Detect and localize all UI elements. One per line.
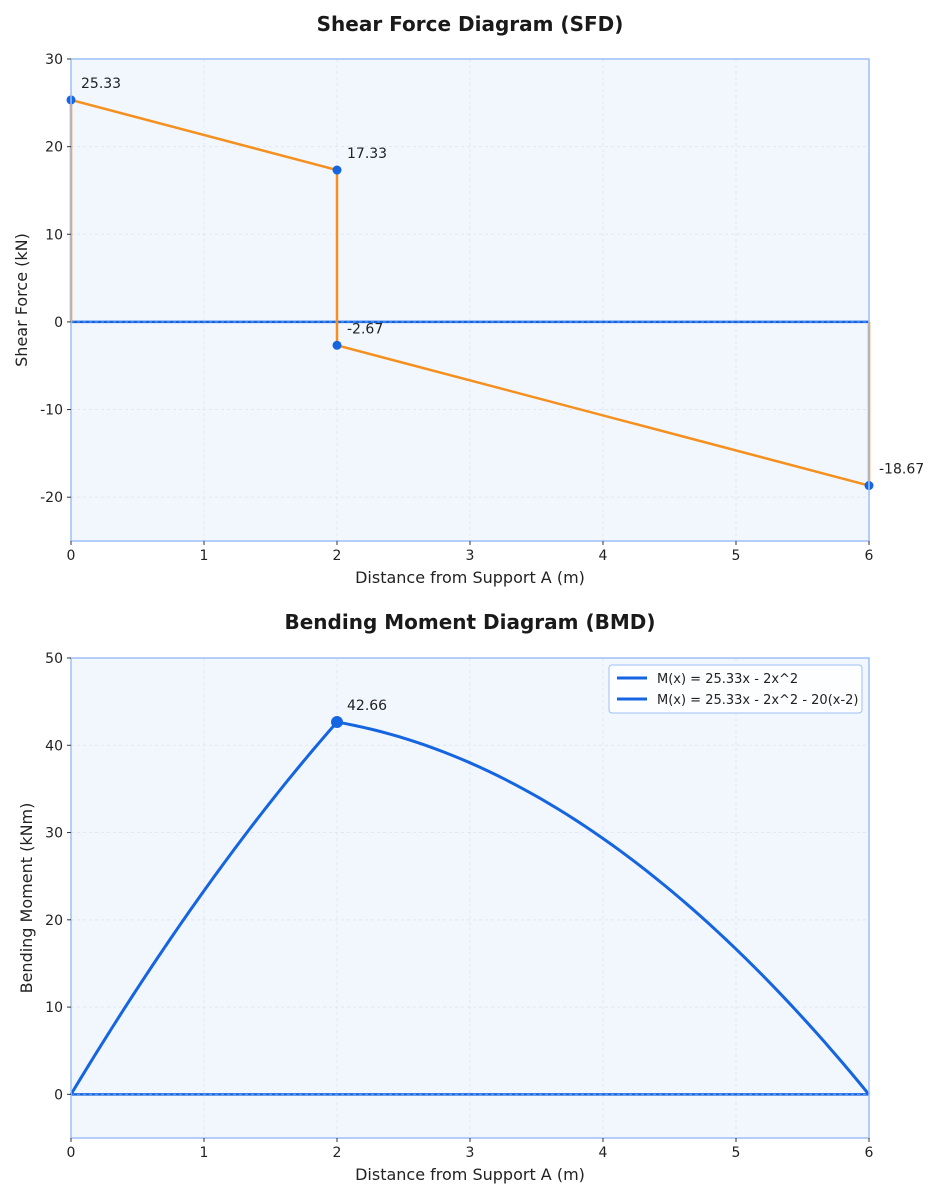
sfd-marker-label-2: -2.67 [347,321,383,337]
bmd-series-line-0 [69,721,339,1096]
sfd-x-tick-label-6: 6 [865,548,874,564]
bmd-x-tick-label-4: 4 [599,1145,608,1161]
sfd-marker-2 [332,340,342,350]
sfd-x-tick-label-2: 2 [333,548,342,564]
sfd-y-tick-label-3: 10 [45,227,63,243]
sfd-x-tick-label-4: 4 [599,548,608,564]
bmd-y-tick-label-0: 0 [54,1087,63,1103]
bmd-x-axis-label: Distance from Support A (m) [355,1165,585,1184]
sfd-x-axis-label: Distance from Support A (m) [355,568,585,587]
legend-label-0: M(x) = 25.33x - 2x^2 [657,672,798,687]
sfd-x-tick-label-0: 0 [67,548,76,564]
bmd-y-tick-label-4: 40 [45,738,63,754]
sfd-x-tick-label-1: 1 [200,548,209,564]
sfd-marker-1 [332,165,342,175]
sfd-y-tick-label-2: 0 [54,315,63,331]
sfd-y-tick-label-5: 30 [45,52,63,68]
bmd-legend: M(x) = 25.33x - 2x^2 M(x) = 25.33x - 2x^… [608,664,863,714]
bmd-series-group [69,720,871,1096]
sfd-x-tick-label-5: 5 [732,548,741,564]
bmd-y-tick-label-2: 20 [45,913,63,929]
sfd-panel: 25.33 17.33 -2.67 -18.67 0 1 2 3 4 5 6 -20 -10 0 10 20… [12,12,924,587]
bmd-series-line-1 [336,720,871,1096]
bmd-title: Bending Moment Diagram (BMD) [284,610,655,634]
sfd-marker-label-3: -18.67 [879,462,924,478]
bmd-x-tick-label-2: 2 [333,1145,342,1161]
bmd-y-tick-label-1: 10 [45,1000,63,1016]
sfd-y-tick-label-0: -20 [40,490,63,506]
legend-box [608,664,863,714]
bmd-y-axis-label: Bending Moment (kNm) [17,803,36,994]
bmd-marker-0 [331,716,343,729]
bmd-x-tick-label-3: 3 [466,1145,475,1161]
bmd-panel: 42.66 0 1 2 3 4 5 6 0 10 20 30 40 50 Bending Moment … [17,610,874,1184]
sfd-y-axis-label: Shear Force (kN) [12,233,31,367]
sfd-y-tick-label-1: -10 [40,403,63,419]
bmd-x-tick-label-5: 5 [732,1145,741,1161]
legend-label-1: M(x) = 25.33x - 2x^2 - 20(x-2) [657,693,859,708]
bmd-y-tick-label-5: 50 [45,651,63,667]
sfd-title: Shear Force Diagram (SFD) [317,12,624,36]
sfd-x-tick-label-3: 3 [466,548,475,564]
bmd-markers: 42.66 [331,698,387,729]
bmd-x-tick-label-0: 0 [67,1145,76,1161]
sfd-marker-label-0: 25.33 [81,76,121,92]
bmd-x-tick-label-6: 6 [865,1145,874,1161]
bmd-ticks: 0 1 2 3 4 5 6 0 10 20 30 40 50 [45,651,873,1161]
bmd-y-tick-label-3: 30 [45,826,63,842]
bmd-x-tick-label-1: 1 [200,1145,209,1161]
sfd-marker-label-1: 17.33 [347,146,387,162]
bmd-marker-label-0: 42.66 [347,698,387,714]
sfd-y-tick-label-4: 20 [45,140,63,156]
sfd-ticks: 0 1 2 3 4 5 6 -20 -10 0 10 20 30 [40,52,873,564]
